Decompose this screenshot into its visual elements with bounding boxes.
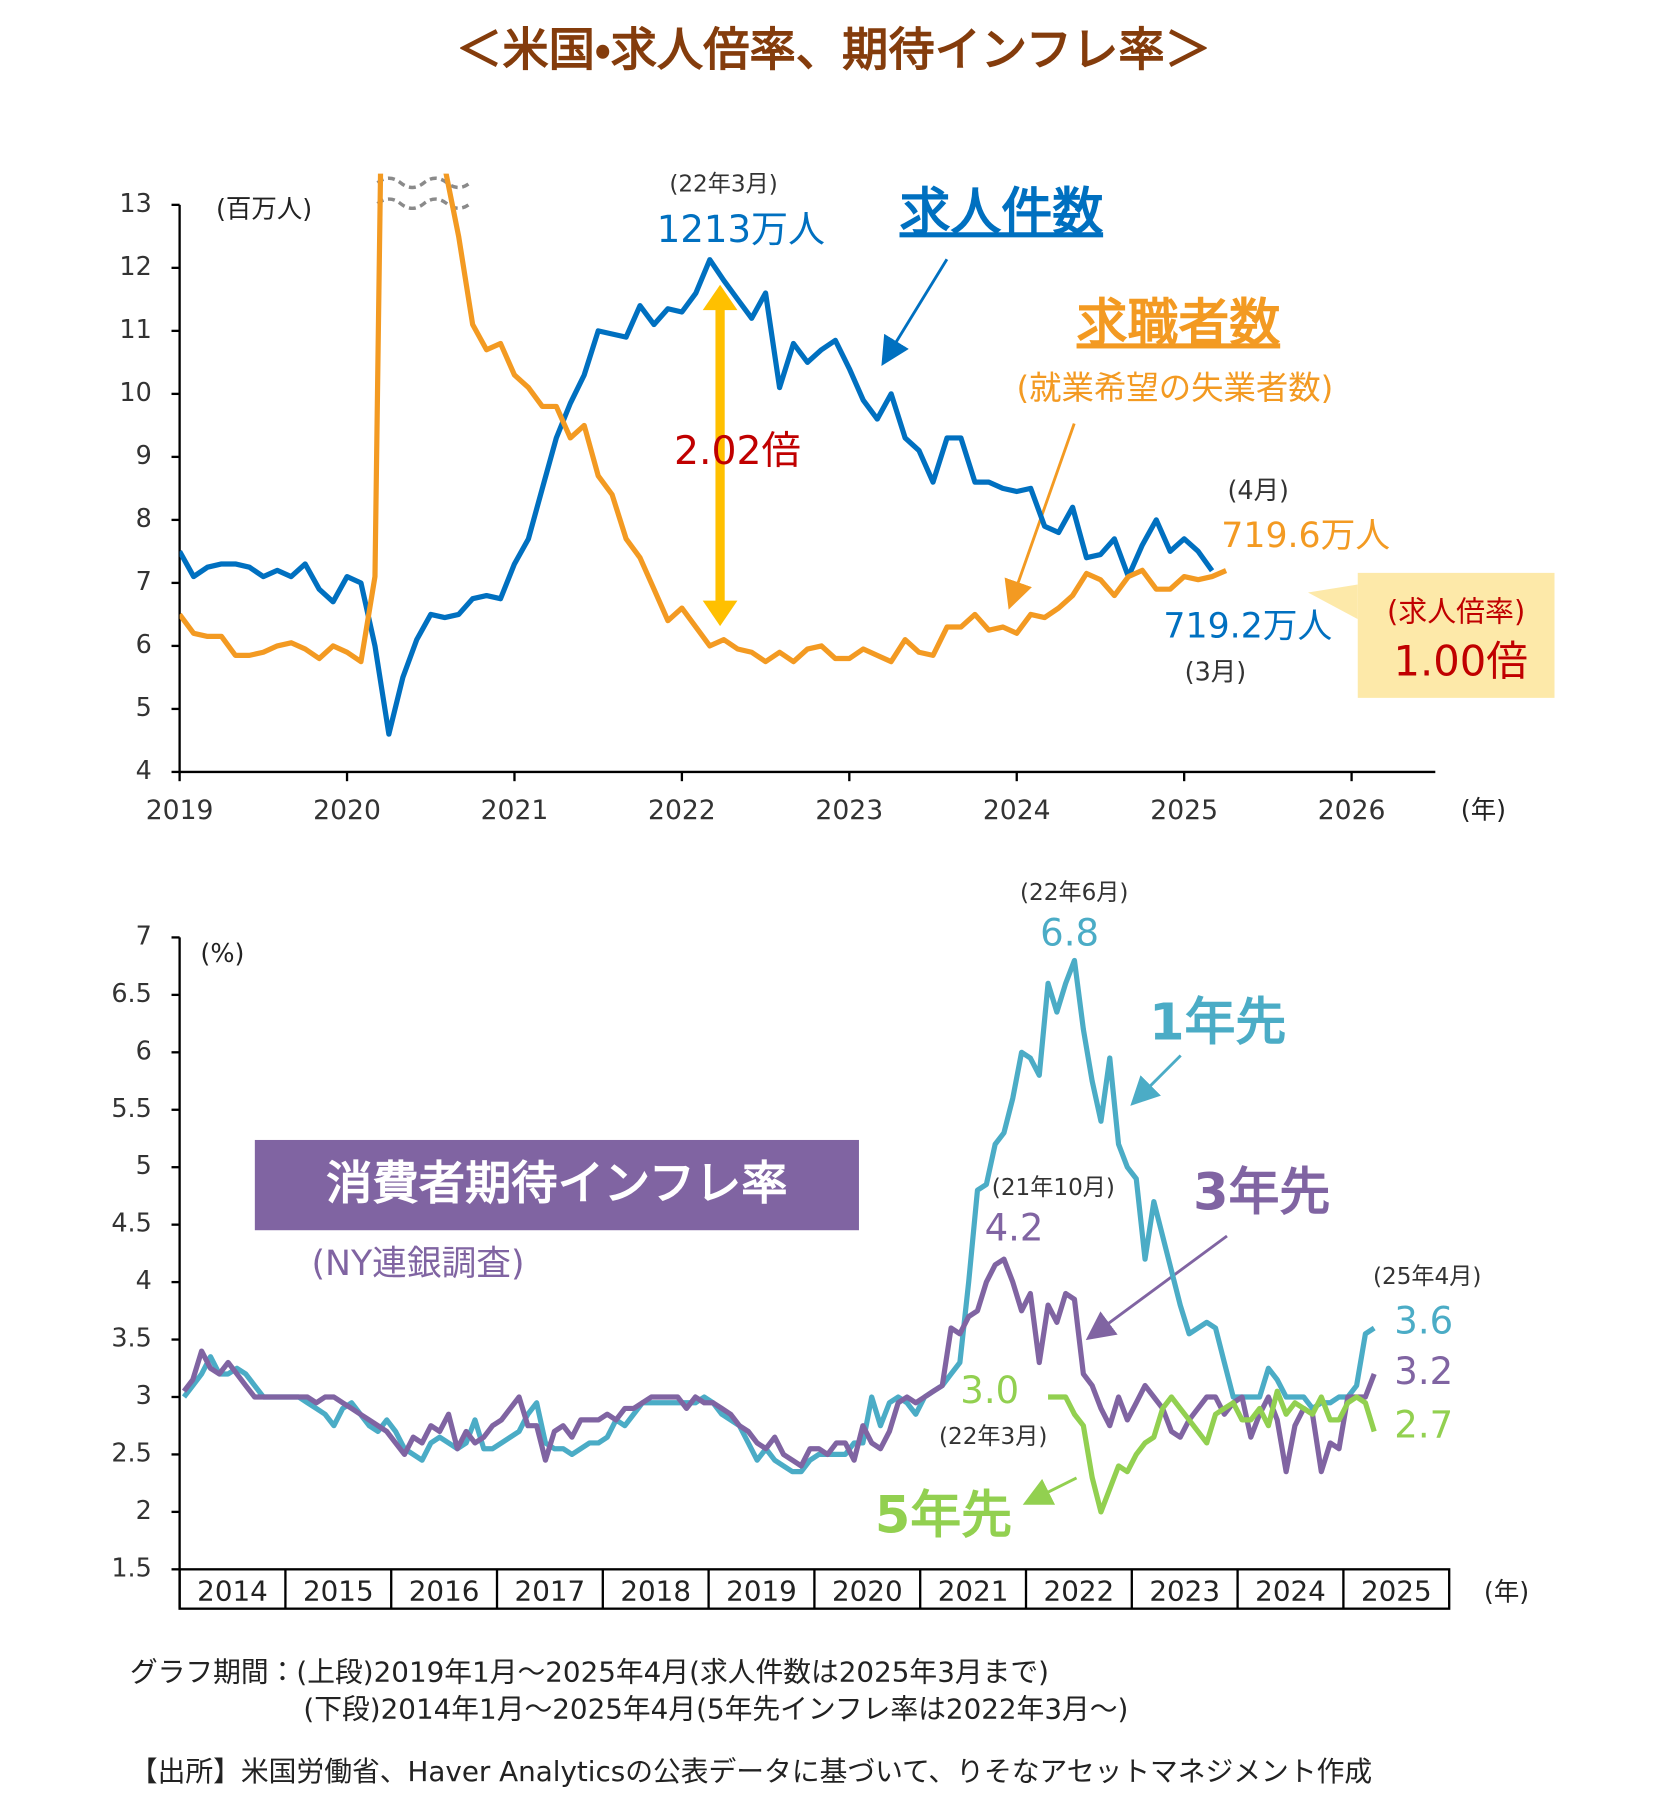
x-tick-label: 2020 xyxy=(313,795,381,826)
y-tick-label: 5 xyxy=(136,1151,152,1181)
y-tick-label: 6 xyxy=(136,630,152,660)
y-tick-label: 2 xyxy=(136,1496,152,1526)
series-label: 3年先 xyxy=(1193,1164,1330,1223)
x-tick-label: 2019 xyxy=(146,795,214,826)
x-tick-label: 2023 xyxy=(1149,1574,1220,1607)
x-tick-label: 2020 xyxy=(832,1574,903,1607)
annotation: 3.2 xyxy=(1394,1350,1453,1393)
series-label: 5年先 xyxy=(875,1486,1012,1545)
footnote: グラフ期間：(上段)2019年1月～2025年4月(求人件数は2025年3月まで… xyxy=(130,1655,1049,1688)
series-label: 求人件数 xyxy=(899,183,1103,242)
y-tick-label: 6 xyxy=(136,1036,152,1066)
pointer-arrow xyxy=(881,258,949,367)
y-tick-label: 10 xyxy=(119,378,151,408)
y-tick-label: 4.5 xyxy=(111,1209,151,1239)
footnote: (下段)2014年1月～2025年4月(5年先インフレ率は2022年3月～) xyxy=(303,1693,1128,1726)
pointer-arrow xyxy=(1130,1054,1182,1106)
y-tick-label: 5 xyxy=(136,693,152,723)
callout-box xyxy=(1357,572,1555,698)
x-tick-label: 2017 xyxy=(515,1574,586,1607)
series-line xyxy=(179,257,1215,737)
x-axis-label: (年) xyxy=(1484,1578,1529,1608)
x-tick-label: 2019 xyxy=(726,1574,797,1607)
annotation: (求人倍率) xyxy=(1387,594,1525,628)
y-axis-label: (百万人) xyxy=(216,195,312,225)
annotation: (4月) xyxy=(1227,476,1289,506)
x-axis-label: (年) xyxy=(1461,795,1506,825)
annotation: (NY連銀調査) xyxy=(311,1244,524,1284)
annotation: (25年4月) xyxy=(1373,1264,1481,1290)
y-tick-label: 5.5 xyxy=(111,1094,151,1124)
annotation: (就業希望の失業者数) xyxy=(1017,369,1334,407)
y-tick-label: 11 xyxy=(119,315,151,345)
y-tick-label: 12 xyxy=(119,252,151,282)
y-tick-label: 8 xyxy=(136,504,152,534)
y-axis-label: (%) xyxy=(200,939,244,969)
plot-area xyxy=(179,173,1228,737)
x-tick-label: 2022 xyxy=(1044,1574,1115,1607)
annotation: 3.6 xyxy=(1394,1299,1453,1342)
x-tick-label: 2026 xyxy=(1318,795,1386,826)
x-tick-label: 2025 xyxy=(1150,795,1218,826)
source-note: 【出所】米国労働省、Haver Analyticsの公表データに基づいて、りそな… xyxy=(130,1755,1372,1788)
annotation: (21年10月) xyxy=(992,1175,1115,1201)
y-tick-label: 3 xyxy=(136,1381,152,1411)
y-tick-label: 6.5 xyxy=(111,979,151,1009)
x-tick-label: 2015 xyxy=(303,1574,374,1607)
annotation: 1.00倍 xyxy=(1394,636,1528,685)
x-tick-label: 2016 xyxy=(409,1574,480,1607)
pointer-arrow xyxy=(1022,1476,1078,1505)
annotation: 4.2 xyxy=(985,1207,1044,1250)
x-tick-label: 2022 xyxy=(648,795,716,826)
annotation: 1213万人 xyxy=(657,208,825,251)
series-line xyxy=(179,173,1228,665)
series-line xyxy=(1048,1388,1377,1515)
plot-area xyxy=(181,957,1377,1515)
y-tick-label: 4 xyxy=(136,1266,152,1296)
annotation: 2.7 xyxy=(1394,1403,1453,1446)
annotation: 3.0 xyxy=(960,1369,1019,1412)
x-tick-label: 2024 xyxy=(983,795,1051,826)
y-tick-label: 1.5 xyxy=(111,1553,151,1583)
y-tick-label: 4 xyxy=(136,756,152,786)
x-tick-label: 2014 xyxy=(197,1574,268,1607)
annotation: 消費者期待インフレ率 xyxy=(326,1156,787,1210)
x-tick-label: 2023 xyxy=(815,795,883,826)
y-tick-label: 2.5 xyxy=(111,1438,151,1468)
annotation: 719.6万人 xyxy=(1221,516,1390,556)
series-label: 1年先 xyxy=(1149,993,1286,1052)
series-label: 求職者数 xyxy=(1077,294,1281,353)
x-tick-label: 2025 xyxy=(1361,1574,1432,1607)
annotation: 719.2万人 xyxy=(1163,606,1332,646)
label-box xyxy=(254,1139,859,1231)
page-title: ＜米国・求人倍率、期待インフレ率＞ xyxy=(456,23,1211,77)
y-tick-label: 13 xyxy=(119,189,151,219)
annotation: (22年3月) xyxy=(939,1424,1047,1450)
double-arrow xyxy=(702,284,738,627)
annotation: (22年6月) xyxy=(1020,880,1128,906)
y-tick-label: 7 xyxy=(136,567,152,597)
annotation: 2.02倍 xyxy=(674,428,801,474)
annotation: (3月) xyxy=(1185,658,1247,688)
y-tick-label: 7 xyxy=(136,921,152,951)
x-tick-label: 2021 xyxy=(481,795,549,826)
axis-break xyxy=(376,176,472,211)
x-tick-label: 2024 xyxy=(1255,1574,1326,1607)
callout-pointer xyxy=(1308,584,1358,620)
pointer-arrow xyxy=(1085,1234,1228,1341)
x-tick-label: 2021 xyxy=(938,1574,1009,1607)
annotation: 6.8 xyxy=(1040,912,1099,955)
annotation: (22年3月) xyxy=(669,172,777,198)
y-tick-label: 9 xyxy=(136,441,152,471)
x-tick-label: 2018 xyxy=(620,1574,691,1607)
series-line xyxy=(181,1256,1377,1475)
y-tick-label: 3.5 xyxy=(111,1324,151,1354)
